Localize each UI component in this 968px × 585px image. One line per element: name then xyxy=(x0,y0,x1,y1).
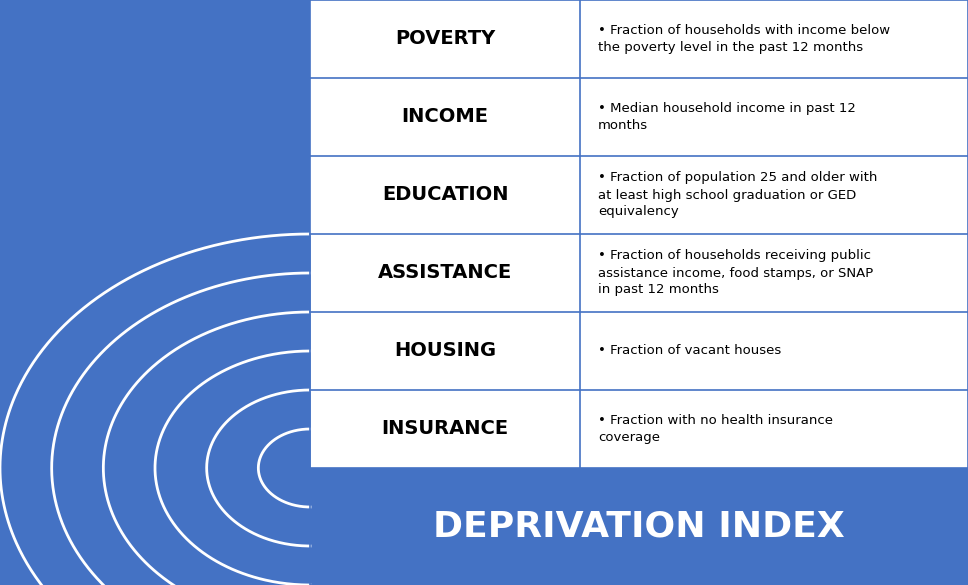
Text: DEPRIVATION INDEX: DEPRIVATION INDEX xyxy=(433,510,845,543)
Bar xyxy=(0,0,310,585)
Text: EDUCATION: EDUCATION xyxy=(381,185,508,205)
Text: • Median household income in past 12
months: • Median household income in past 12 mon… xyxy=(598,102,856,132)
Text: ASSISTANCE: ASSISTANCE xyxy=(378,263,512,283)
Polygon shape xyxy=(0,234,310,585)
Text: INCOME: INCOME xyxy=(402,108,489,126)
Text: HOUSING: HOUSING xyxy=(394,342,496,360)
Text: INSURANCE: INSURANCE xyxy=(381,419,508,439)
Text: • Fraction of vacant houses: • Fraction of vacant houses xyxy=(598,345,781,357)
Bar xyxy=(310,0,968,585)
Text: • Fraction of households with income below
the poverty level in the past 12 mont: • Fraction of households with income bel… xyxy=(598,24,891,54)
Text: • Fraction of population 25 and older with
at least high school graduation or GE: • Fraction of population 25 and older wi… xyxy=(598,171,877,219)
Text: • Fraction of households receiving public
assistance income, food stamps, or SNA: • Fraction of households receiving publi… xyxy=(598,249,873,297)
Bar xyxy=(310,468,968,585)
Text: POVERTY: POVERTY xyxy=(395,29,495,49)
Text: • Fraction with no health insurance
coverage: • Fraction with no health insurance cove… xyxy=(598,414,833,444)
Bar xyxy=(310,0,968,468)
